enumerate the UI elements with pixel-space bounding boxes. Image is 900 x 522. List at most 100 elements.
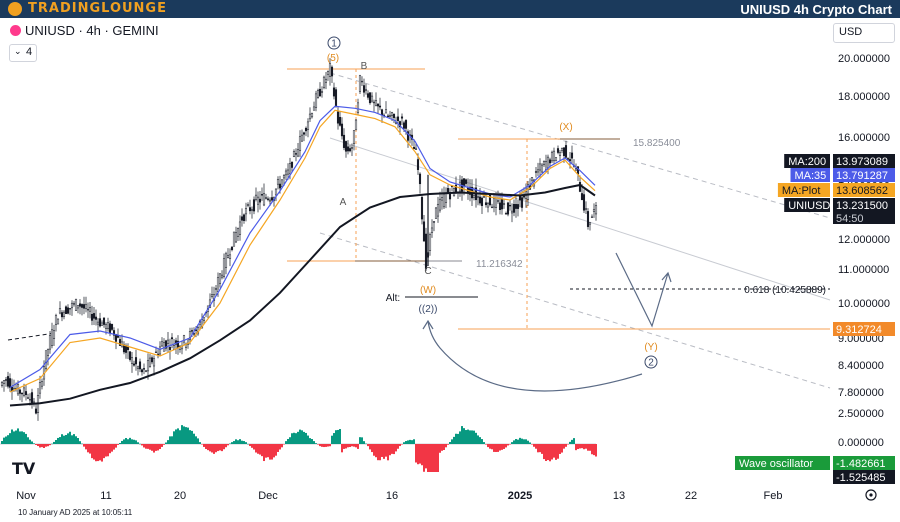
price-tag-countdown-bg [833, 212, 895, 224]
candle [74, 298, 78, 311]
osc-bar [567, 444, 569, 445]
osc-bar [575, 444, 577, 451]
candle [112, 327, 116, 340]
osc-bar [43, 444, 45, 448]
osc-bar [273, 444, 275, 458]
osc-bar [497, 444, 499, 452]
osc-bar [573, 438, 575, 444]
candle-body [222, 258, 226, 277]
osc-bar [467, 429, 469, 444]
candle-body [64, 306, 68, 315]
candle-body [148, 357, 152, 368]
osc-bar [417, 444, 419, 465]
candle-body [512, 204, 516, 213]
osc-bar [579, 444, 581, 449]
osc-bar [391, 444, 393, 454]
candle [368, 92, 372, 105]
candle [304, 126, 308, 137]
symbol-info[interactable]: UNIUSD · 4h · GEMINI [10, 23, 159, 38]
candle-body [342, 134, 346, 148]
candle-body [428, 234, 432, 251]
currency-select[interactable]: USD [833, 23, 895, 43]
candle-body [4, 379, 8, 381]
candle-body [108, 323, 112, 333]
candle [212, 286, 216, 307]
indicators-toggle-button[interactable]: ⌄ 4 [9, 44, 37, 62]
osc-bar [231, 442, 233, 444]
osc-bar [317, 444, 319, 445]
candle [132, 360, 136, 367]
osc-bar [527, 440, 529, 444]
candle [142, 363, 146, 375]
wave2-circle [644, 355, 658, 369]
candle-body [312, 106, 316, 111]
osc-bar [543, 444, 545, 460]
candle-body [508, 204, 512, 207]
candle-body [314, 93, 318, 108]
osc-bar [19, 431, 21, 444]
wave-w-label: (W) [420, 285, 436, 296]
osc-tag-label: Wave oscillator [739, 458, 814, 470]
osc-bar [257, 444, 259, 454]
osc-bar [159, 444, 161, 450]
candle-body [590, 216, 594, 218]
candle-body [238, 221, 242, 235]
osc-bar [441, 444, 443, 451]
osc-bar [237, 440, 239, 444]
osc-bar [485, 444, 487, 445]
candle [294, 148, 298, 162]
osc-bar [157, 444, 159, 451]
osc-bar [35, 444, 37, 445]
candle [506, 201, 510, 217]
candle-body [534, 171, 538, 173]
osc-bar [37, 444, 39, 447]
osc-bar [239, 439, 241, 444]
osc-bar [183, 426, 185, 444]
candle [512, 199, 516, 217]
candle [348, 144, 352, 153]
candle [464, 178, 468, 187]
osc-bar [595, 444, 597, 457]
candle-body [168, 347, 172, 350]
osc-bar [355, 444, 357, 448]
candle [70, 300, 74, 316]
candle [364, 83, 368, 95]
candle [300, 129, 304, 142]
candle [18, 388, 22, 401]
candle [516, 199, 520, 217]
osc-bar [405, 441, 407, 444]
price-tag-value-bg [833, 154, 895, 168]
osc-bar [561, 444, 563, 453]
price-tag-value-bg [833, 198, 895, 212]
osc-bar [247, 443, 249, 445]
osc-bar [383, 444, 385, 459]
projection-path-line [615, 252, 669, 328]
osc-bar [563, 444, 565, 449]
candle [228, 248, 232, 267]
price-chart[interactable]: 1 (5) B A C (X) (W) (Y) 2 ((2)) Alt: 15.825400 11.21… [0, 18, 900, 522]
candle-body [40, 381, 44, 387]
candle-body [128, 351, 132, 360]
candle [210, 286, 214, 299]
osc-bar [67, 433, 69, 444]
candle [336, 106, 340, 130]
x-tick-label: 16 [386, 490, 398, 502]
osc-bar [223, 444, 225, 450]
candle-body [332, 87, 336, 97]
candle [360, 76, 364, 87]
candle-body [112, 330, 116, 336]
candle-body [484, 202, 488, 206]
candle [514, 197, 518, 218]
candle [388, 110, 392, 119]
candle-body [582, 194, 586, 211]
osc-bar [415, 444, 417, 463]
candle-body [118, 339, 122, 346]
osc-bar [175, 429, 177, 444]
candle-body [372, 101, 376, 104]
candle-body [240, 216, 244, 221]
candle-body [82, 304, 86, 309]
candle [558, 150, 562, 161]
candle [320, 86, 324, 98]
osc-bar [475, 432, 477, 444]
candle-body [586, 211, 590, 227]
